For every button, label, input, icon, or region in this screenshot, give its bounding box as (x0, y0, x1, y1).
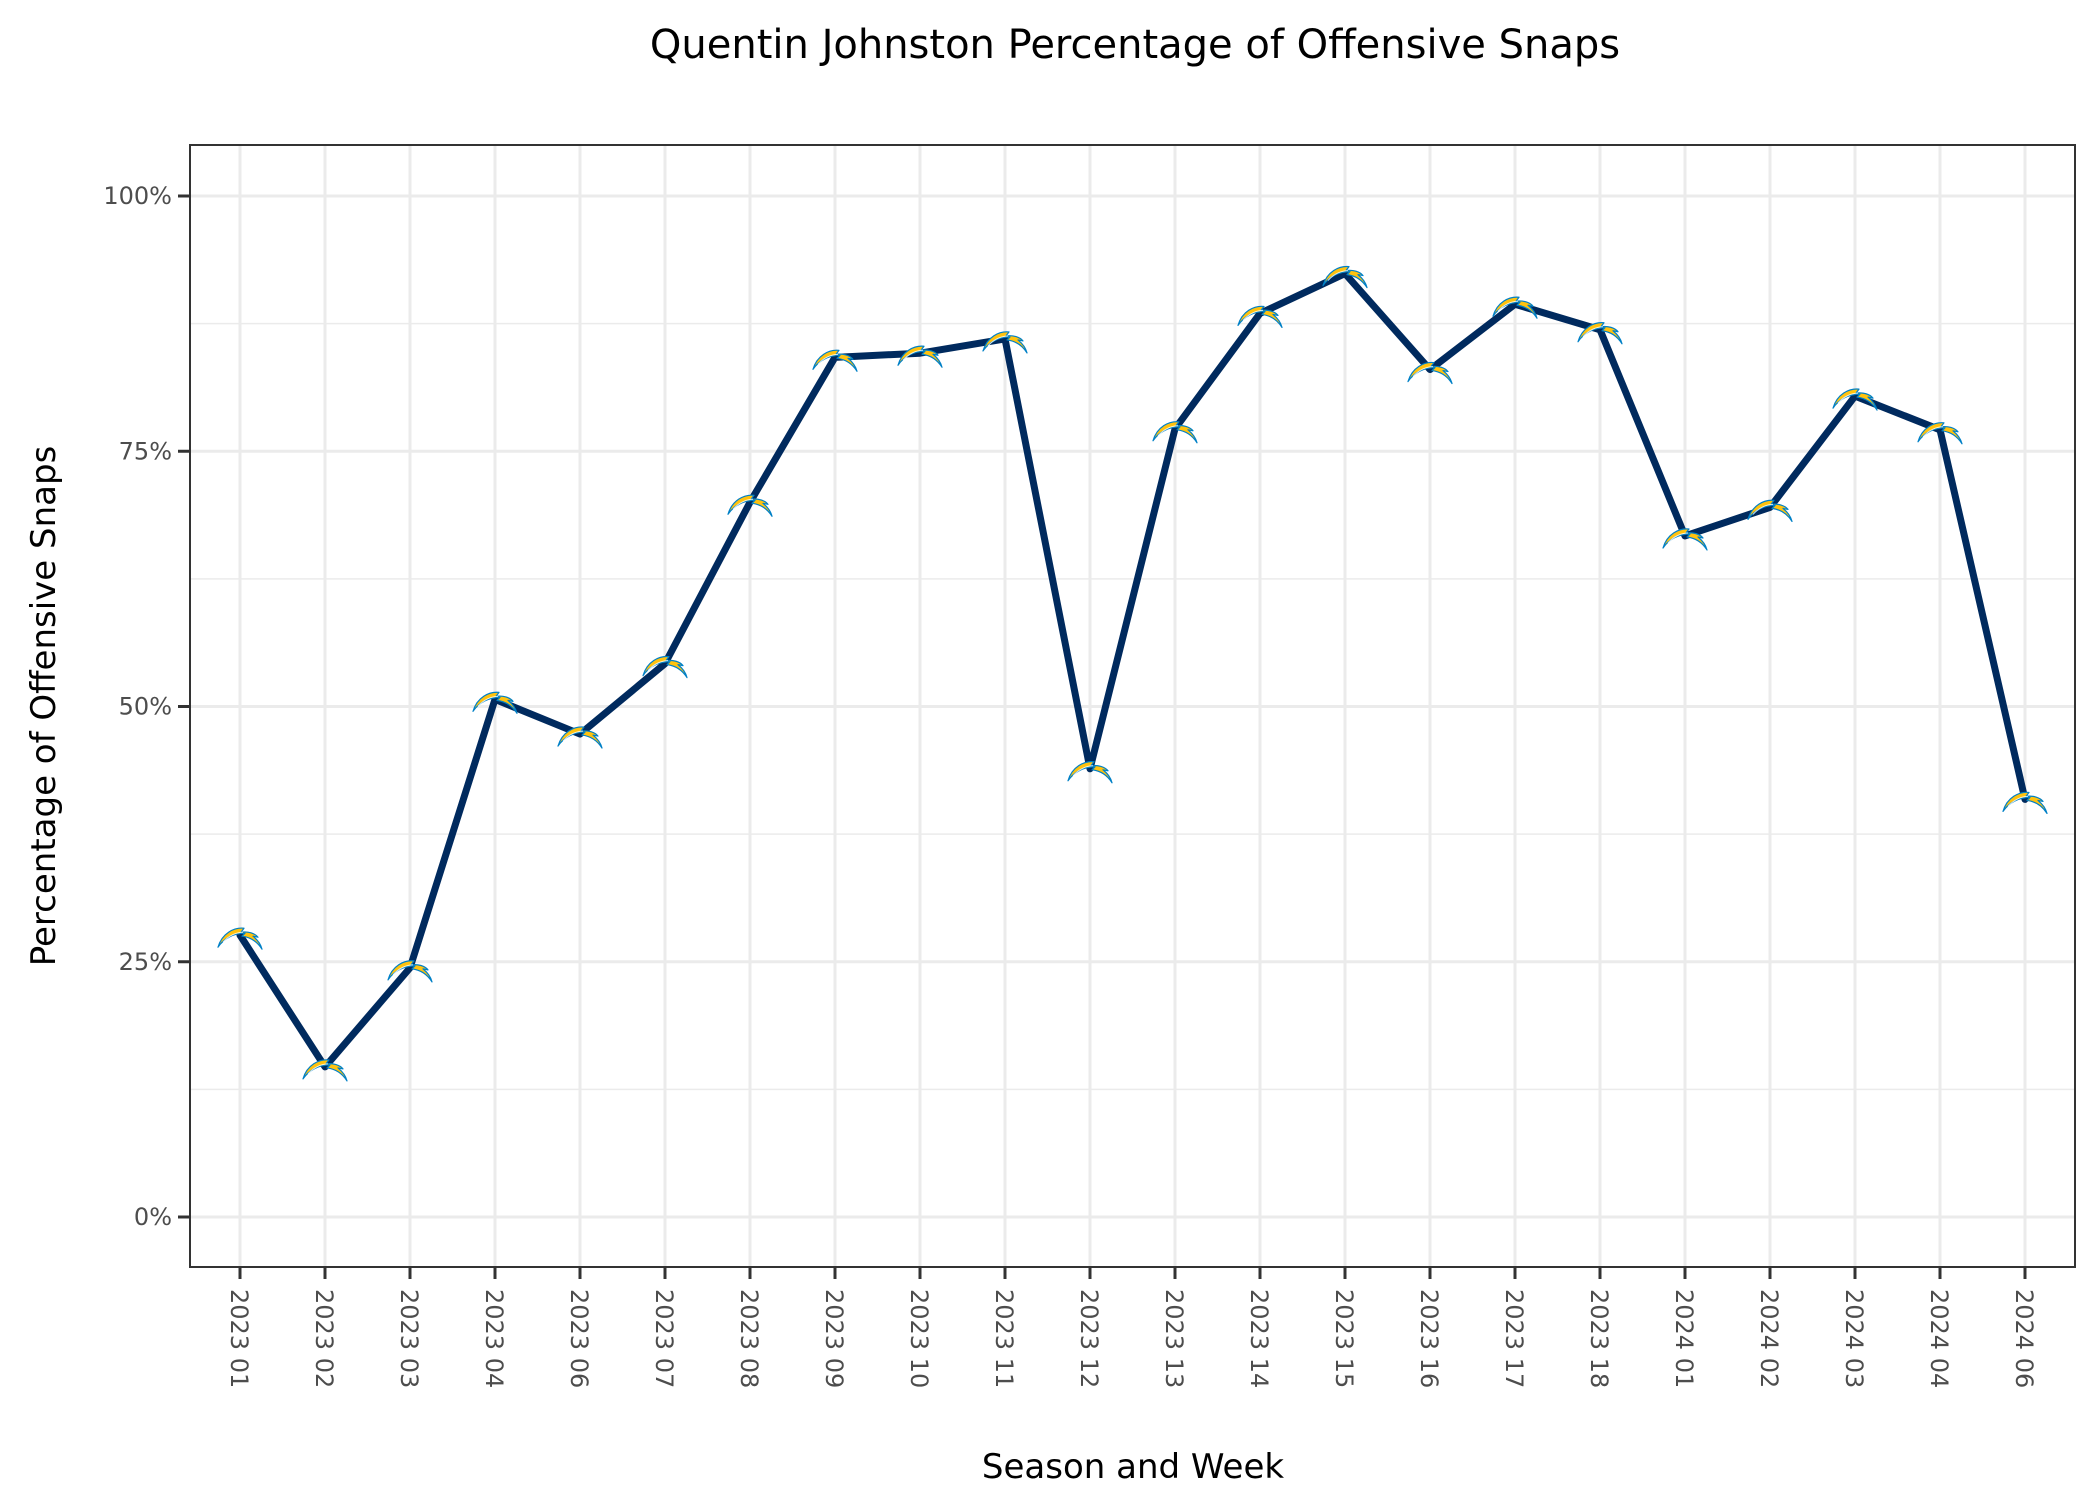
x-tick-label: 2023 18 (1585, 1289, 1613, 1388)
x-tick-label: 2023 15 (1330, 1289, 1358, 1388)
y-tick-label: 75% (119, 437, 172, 465)
x-tick-label: 2024 02 (1755, 1289, 1783, 1388)
x-axis: 2023 01 2023 02 2023 03 2023 04 2023 06 2023 … (225, 1267, 2038, 1388)
x-tick-label: 2024 01 (1670, 1289, 1698, 1388)
x-tick-label: 2023 11 (990, 1289, 1018, 1388)
x-tick-label: 2023 13 (1160, 1289, 1188, 1388)
x-tick-label: 2023 04 (480, 1289, 508, 1388)
x-tick-label: 2023 07 (650, 1289, 678, 1388)
y-axis-title: Percentage of Offensive Snaps (24, 446, 64, 967)
y-axis: 0% 25% 50% 75% 100% (103, 182, 190, 1231)
series-line (236, 270, 2029, 1071)
x-tick-label: 2024 06 (2010, 1289, 2038, 1388)
x-tick-label: 2023 02 (310, 1289, 338, 1388)
x-axis-title: Season and Week (982, 1447, 1284, 1487)
x-tick-label: 2023 14 (1245, 1289, 1273, 1388)
y-tick-label: 100% (103, 182, 172, 210)
x-tick-label: 2023 09 (820, 1289, 848, 1388)
marker-group (217, 265, 2048, 1082)
x-tick-label: 2023 03 (395, 1289, 423, 1388)
plot-panel-border (189, 144, 2076, 1268)
x-tick-label: 2023 16 (1415, 1289, 1443, 1388)
x-tick-label: 2023 17 (1500, 1289, 1528, 1388)
y-tick-label: 0% (134, 1203, 172, 1231)
x-tick-label: 2024 04 (1925, 1289, 1953, 1388)
x-tick-label: 2023 01 (225, 1289, 253, 1388)
grid-lines (190, 145, 2075, 1267)
x-tick-label: 2023 08 (735, 1289, 763, 1388)
y-tick-label: 25% (119, 948, 172, 976)
x-tick-label: 2024 03 (1840, 1289, 1868, 1388)
chart-title: Quentin Johnston Percentage of Offensive… (650, 22, 1620, 68)
x-tick-label: 2023 06 (565, 1289, 593, 1388)
y-tick-label: 50% (119, 693, 172, 721)
series-line-group (236, 270, 2029, 1071)
x-tick-label: 2023 12 (1075, 1289, 1103, 1388)
x-tick-label: 2023 10 (905, 1289, 933, 1388)
